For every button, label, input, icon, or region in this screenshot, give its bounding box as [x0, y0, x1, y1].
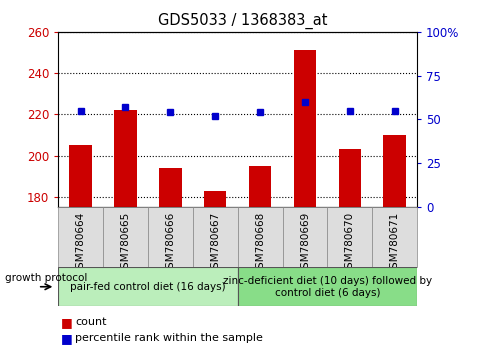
Bar — [69, 145, 91, 207]
Text: growth protocol: growth protocol — [5, 273, 87, 283]
Bar — [159, 168, 181, 207]
FancyBboxPatch shape — [58, 267, 237, 306]
Bar — [293, 50, 316, 207]
Text: count: count — [75, 317, 106, 327]
FancyBboxPatch shape — [58, 207, 103, 267]
FancyBboxPatch shape — [148, 207, 193, 267]
Text: GSM780664: GSM780664 — [76, 212, 86, 275]
Bar — [338, 149, 360, 207]
Bar — [383, 135, 405, 207]
Text: GSM780665: GSM780665 — [120, 212, 130, 275]
Text: GSM780666: GSM780666 — [165, 212, 175, 275]
Text: GDS5033 / 1368383_at: GDS5033 / 1368383_at — [157, 12, 327, 29]
Text: ■: ■ — [60, 316, 72, 329]
FancyBboxPatch shape — [327, 207, 372, 267]
Text: pair-fed control diet (16 days): pair-fed control diet (16 days) — [70, 282, 225, 292]
Text: GSM780667: GSM780667 — [210, 212, 220, 275]
Bar — [248, 166, 271, 207]
FancyBboxPatch shape — [237, 267, 416, 306]
Bar — [204, 190, 226, 207]
Text: GSM780669: GSM780669 — [299, 212, 309, 275]
FancyBboxPatch shape — [193, 207, 237, 267]
Text: percentile rank within the sample: percentile rank within the sample — [75, 333, 262, 343]
Text: zinc-deficient diet (10 days) followed by
control diet (6 days): zinc-deficient diet (10 days) followed b… — [222, 276, 431, 298]
Text: GSM780670: GSM780670 — [344, 212, 354, 275]
Text: ■: ■ — [60, 332, 72, 344]
FancyBboxPatch shape — [282, 207, 327, 267]
FancyBboxPatch shape — [372, 207, 416, 267]
Text: GSM780671: GSM780671 — [389, 212, 399, 275]
Bar — [114, 110, 136, 207]
FancyBboxPatch shape — [237, 207, 282, 267]
Text: GSM780668: GSM780668 — [255, 212, 265, 275]
FancyBboxPatch shape — [103, 207, 148, 267]
